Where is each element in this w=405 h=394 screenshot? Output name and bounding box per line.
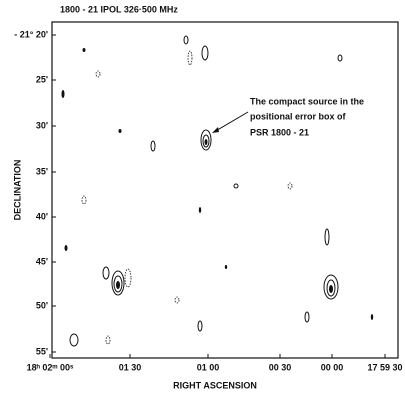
contours: [62, 36, 374, 346]
x-tick-label: 00 00: [321, 362, 344, 372]
annotation-line: The compact source in the: [250, 96, 364, 106]
y-axis-label: DECLINATION: [12, 160, 22, 221]
x-axis-label: RIGHT ASCENSION: [173, 380, 257, 390]
figure-title: 1800 - 21 IPOL 326·500 MHz: [60, 4, 178, 14]
annotation-arrow: [214, 112, 248, 132]
y-tick-label: 25': [36, 74, 48, 84]
x-tick-label: 18ʰ 02ᵐ 00ˢ: [27, 362, 74, 372]
plot-frame: [52, 22, 398, 358]
x-tick-label: 01 00: [197, 362, 220, 372]
x-tick-label: 00 30: [269, 362, 292, 372]
y-tick-label: 35': [36, 166, 48, 176]
annotation-line: positional error box of: [250, 111, 347, 121]
figure: 1800 - 21 IPOL 326·500 MHz DECLINATION R…: [0, 0, 405, 394]
y-tick-label: 45': [36, 256, 48, 266]
y-tick-label: - 21° 20': [14, 29, 48, 39]
x-tick-label: 01 30: [119, 362, 142, 372]
x-tick-label: 17 59 30: [367, 362, 402, 372]
annotation-line: PSR 1800 - 21: [250, 127, 309, 137]
y-tick-label: 40': [36, 211, 48, 221]
y-tick-label: 30': [36, 120, 48, 130]
y-tick-label: 55': [36, 346, 48, 356]
arrow-head: [212, 127, 219, 133]
y-tick-label: 50': [36, 300, 48, 310]
